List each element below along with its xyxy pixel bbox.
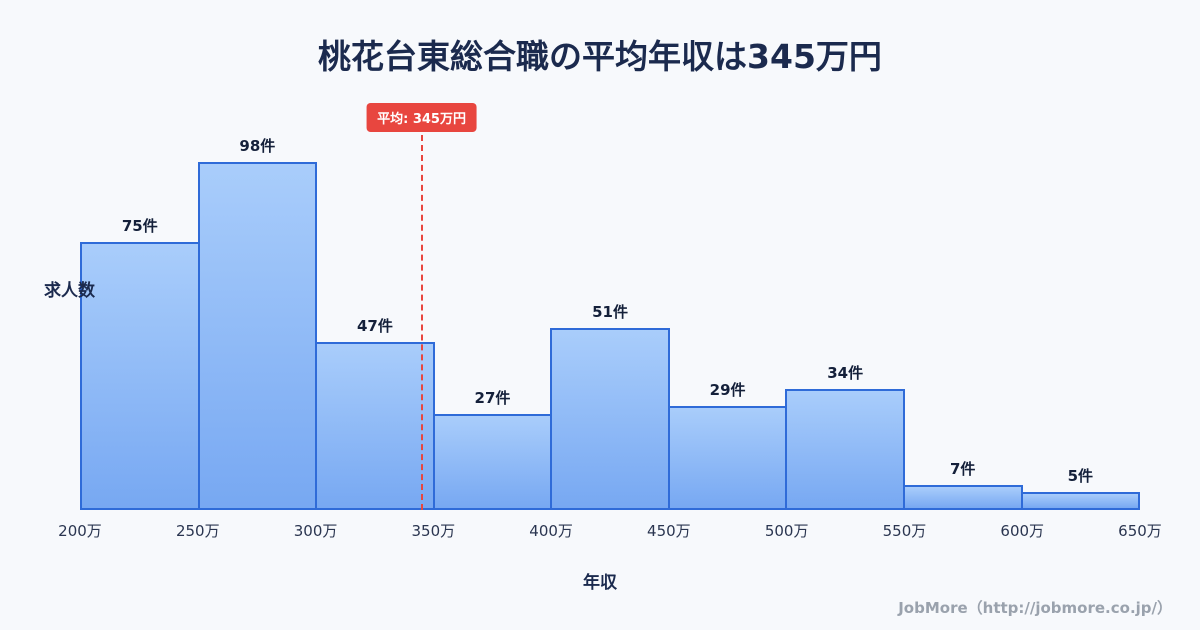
- bar-value-label: 7件: [950, 460, 976, 478]
- histogram-bar: [315, 342, 435, 510]
- bar-value-label: 5件: [1067, 467, 1093, 486]
- bar-group: 47件: [315, 135, 435, 510]
- bar-group: 98件: [197, 135, 318, 510]
- x-tick-label: 200万: [58, 522, 102, 540]
- histogram-bar: [550, 327, 670, 510]
- y-axis-label: 求人数: [44, 281, 95, 301]
- x-tick-label: 250万: [175, 522, 220, 540]
- average-line: [420, 135, 423, 510]
- x-tick-label: 450万: [647, 522, 691, 540]
- histogram-bar: [902, 485, 1023, 510]
- footer-credit: JobMore（http://jobmore.co.jp/）: [898, 599, 1172, 617]
- histogram-bar: [1020, 492, 1141, 510]
- histogram-bar: [785, 388, 905, 510]
- bar-value-label: 34件: [827, 363, 864, 382]
- bar-group: 5件: [1020, 135, 1141, 510]
- histogram-bar: [667, 406, 788, 510]
- bar-group: 7件: [902, 135, 1023, 510]
- bar-value-label: 75件: [121, 217, 158, 236]
- x-tick-label: 400万: [529, 522, 573, 540]
- x-tick-label: 650万: [1118, 522, 1162, 540]
- histogram-bar: [197, 162, 318, 510]
- x-tick-label: 350万: [411, 522, 456, 540]
- average-badge: 平均: 345万円: [366, 103, 477, 132]
- plot-area: 75件 98件 47件 27件 51件 29件 34件 7件 5件 平均: 345万円 200万…: [58, 103, 1162, 540]
- bar-value-label: 29件: [709, 381, 746, 400]
- x-tick-label: 550万: [882, 522, 927, 540]
- bar-group: 51件: [550, 135, 670, 510]
- bar-group: 34件: [785, 135, 905, 510]
- bar-group: 75件: [80, 135, 200, 510]
- bar-value-label: 47件: [356, 317, 393, 336]
- bar-value-label: 98件: [239, 137, 276, 155]
- bars-container: 75件 98件 47件 27件 51件 29件 34件 7件 5件: [80, 135, 1141, 510]
- bar-value-label: 51件: [592, 302, 628, 321]
- chart-title: 桃花台東総合職の平均年収は345万円: [318, 37, 882, 76]
- x-tick-label: 300万: [293, 522, 338, 540]
- histogram-bar: [80, 242, 200, 510]
- bar-group: 29件: [667, 135, 788, 510]
- bar-value-label: 27件: [474, 388, 511, 407]
- x-axis-label: 年収: [583, 573, 617, 593]
- histogram-bar: [432, 413, 553, 510]
- x-tick-label: 600万: [1000, 522, 1045, 540]
- x-tick-label: 500万: [764, 522, 809, 540]
- bar-group: 27件: [432, 135, 553, 510]
